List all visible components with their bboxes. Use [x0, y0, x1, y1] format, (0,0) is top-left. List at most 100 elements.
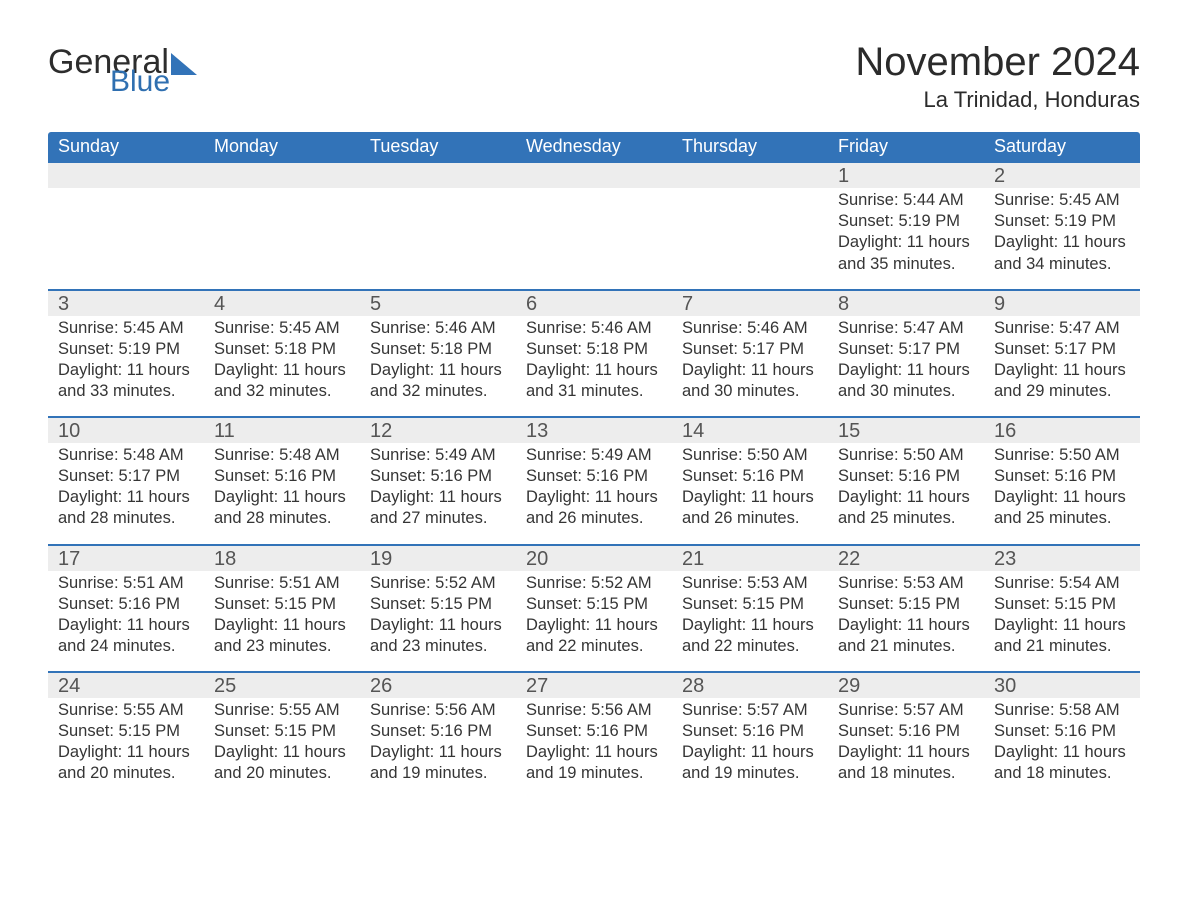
- sunrise-line: Sunrise: 5:54 AM: [994, 573, 1130, 594]
- day-info: Sunrise: 5:55 AMSunset: 5:15 PMDaylight:…: [214, 700, 350, 784]
- sunrise-line: Sunrise: 5:53 AM: [838, 573, 974, 594]
- day-number: 5: [360, 291, 516, 316]
- day-info: Sunrise: 5:46 AMSunset: 5:18 PMDaylight:…: [526, 318, 662, 402]
- day-number: [360, 163, 516, 188]
- day-info: Sunrise: 5:53 AMSunset: 5:15 PMDaylight:…: [682, 573, 818, 657]
- daylight-line: Daylight: 11 hours and 32 minutes.: [370, 360, 506, 402]
- day-number: 6: [516, 291, 672, 316]
- calendar-cell: 28Sunrise: 5:57 AMSunset: 5:16 PMDayligh…: [672, 671, 828, 798]
- calendar-cell: 3Sunrise: 5:45 AMSunset: 5:19 PMDaylight…: [48, 289, 204, 416]
- calendar-cell: 29Sunrise: 5:57 AMSunset: 5:16 PMDayligh…: [828, 671, 984, 798]
- sunset-line: Sunset: 5:16 PM: [526, 721, 662, 742]
- daylight-line: Daylight: 11 hours and 24 minutes.: [58, 615, 194, 657]
- daylight-line: Daylight: 11 hours and 26 minutes.: [682, 487, 818, 529]
- day-info: Sunrise: 5:45 AMSunset: 5:19 PMDaylight:…: [58, 318, 194, 402]
- sunrise-line: Sunrise: 5:56 AM: [370, 700, 506, 721]
- day-info: Sunrise: 5:52 AMSunset: 5:15 PMDaylight:…: [370, 573, 506, 657]
- day-number: 17: [48, 546, 204, 571]
- day-number: 23: [984, 546, 1140, 571]
- sunrise-line: Sunrise: 5:49 AM: [526, 445, 662, 466]
- calendar-week: 24Sunrise: 5:55 AMSunset: 5:15 PMDayligh…: [48, 671, 1140, 798]
- day-info: Sunrise: 5:46 AMSunset: 5:17 PMDaylight:…: [682, 318, 818, 402]
- sunset-line: Sunset: 5:18 PM: [214, 339, 350, 360]
- day-info: Sunrise: 5:45 AMSunset: 5:18 PMDaylight:…: [214, 318, 350, 402]
- day-number: 3: [48, 291, 204, 316]
- sunset-line: Sunset: 5:15 PM: [58, 721, 194, 742]
- day-header: Wednesday: [516, 132, 672, 161]
- sunset-line: Sunset: 5:16 PM: [838, 466, 974, 487]
- day-info: Sunrise: 5:45 AMSunset: 5:19 PMDaylight:…: [994, 190, 1130, 274]
- calendar-cell: 12Sunrise: 5:49 AMSunset: 5:16 PMDayligh…: [360, 416, 516, 543]
- sunrise-line: Sunrise: 5:52 AM: [526, 573, 662, 594]
- sunrise-line: Sunrise: 5:50 AM: [838, 445, 974, 466]
- day-info: Sunrise: 5:50 AMSunset: 5:16 PMDaylight:…: [838, 445, 974, 529]
- daylight-line: Daylight: 11 hours and 23 minutes.: [214, 615, 350, 657]
- daylight-line: Daylight: 11 hours and 19 minutes.: [526, 742, 662, 784]
- daylight-line: Daylight: 11 hours and 22 minutes.: [526, 615, 662, 657]
- sunrise-line: Sunrise: 5:56 AM: [526, 700, 662, 721]
- calendar-cell: 9Sunrise: 5:47 AMSunset: 5:17 PMDaylight…: [984, 289, 1140, 416]
- location-label: La Trinidad, Honduras: [855, 88, 1140, 112]
- sunset-line: Sunset: 5:18 PM: [370, 339, 506, 360]
- calendar-cell: 15Sunrise: 5:50 AMSunset: 5:16 PMDayligh…: [828, 416, 984, 543]
- sunset-line: Sunset: 5:19 PM: [994, 211, 1130, 232]
- sunrise-line: Sunrise: 5:46 AM: [526, 318, 662, 339]
- sunset-line: Sunset: 5:15 PM: [214, 721, 350, 742]
- day-number: 4: [204, 291, 360, 316]
- calendar-cell: 4Sunrise: 5:45 AMSunset: 5:18 PMDaylight…: [204, 289, 360, 416]
- sunrise-line: Sunrise: 5:51 AM: [214, 573, 350, 594]
- sunrise-line: Sunrise: 5:57 AM: [838, 700, 974, 721]
- day-number: 12: [360, 418, 516, 443]
- sunset-line: Sunset: 5:16 PM: [370, 466, 506, 487]
- calendar-cell: 20Sunrise: 5:52 AMSunset: 5:15 PMDayligh…: [516, 544, 672, 671]
- sunset-line: Sunset: 5:16 PM: [682, 466, 818, 487]
- day-number: 18: [204, 546, 360, 571]
- sunset-line: Sunset: 5:16 PM: [58, 594, 194, 615]
- day-info: Sunrise: 5:48 AMSunset: 5:16 PMDaylight:…: [214, 445, 350, 529]
- calendar-cell: 8Sunrise: 5:47 AMSunset: 5:17 PMDaylight…: [828, 289, 984, 416]
- daylight-line: Daylight: 11 hours and 19 minutes.: [682, 742, 818, 784]
- day-header: Monday: [204, 132, 360, 161]
- day-number: 20: [516, 546, 672, 571]
- sunset-line: Sunset: 5:15 PM: [214, 594, 350, 615]
- daylight-line: Daylight: 11 hours and 23 minutes.: [370, 615, 506, 657]
- daylight-line: Daylight: 11 hours and 33 minutes.: [58, 360, 194, 402]
- day-info: Sunrise: 5:44 AMSunset: 5:19 PMDaylight:…: [838, 190, 974, 274]
- day-info: Sunrise: 5:47 AMSunset: 5:17 PMDaylight:…: [994, 318, 1130, 402]
- calendar-cell: 18Sunrise: 5:51 AMSunset: 5:15 PMDayligh…: [204, 544, 360, 671]
- sunset-line: Sunset: 5:15 PM: [370, 594, 506, 615]
- daylight-line: Daylight: 11 hours and 25 minutes.: [994, 487, 1130, 529]
- sunrise-line: Sunrise: 5:46 AM: [682, 318, 818, 339]
- sunset-line: Sunset: 5:16 PM: [682, 721, 818, 742]
- sunset-line: Sunset: 5:17 PM: [838, 339, 974, 360]
- daylight-line: Daylight: 11 hours and 19 minutes.: [370, 742, 506, 784]
- brand-logo: General Blue: [48, 40, 197, 102]
- daylight-line: Daylight: 11 hours and 27 minutes.: [370, 487, 506, 529]
- calendar-cell: 10Sunrise: 5:48 AMSunset: 5:17 PMDayligh…: [48, 416, 204, 543]
- day-number: 30: [984, 673, 1140, 698]
- calendar-cell: 24Sunrise: 5:55 AMSunset: 5:15 PMDayligh…: [48, 671, 204, 798]
- sunrise-line: Sunrise: 5:48 AM: [214, 445, 350, 466]
- sunset-line: Sunset: 5:16 PM: [526, 466, 662, 487]
- sunrise-line: Sunrise: 5:52 AM: [370, 573, 506, 594]
- day-info: Sunrise: 5:49 AMSunset: 5:16 PMDaylight:…: [370, 445, 506, 529]
- calendar-cell: 27Sunrise: 5:56 AMSunset: 5:16 PMDayligh…: [516, 671, 672, 798]
- day-number: 13: [516, 418, 672, 443]
- brand-word-blue: Blue: [110, 69, 259, 95]
- sunset-line: Sunset: 5:16 PM: [214, 466, 350, 487]
- day-info: Sunrise: 5:51 AMSunset: 5:15 PMDaylight:…: [214, 573, 350, 657]
- day-number: 25: [204, 673, 360, 698]
- day-number: [204, 163, 360, 188]
- daylight-line: Daylight: 11 hours and 31 minutes.: [526, 360, 662, 402]
- day-number: 1: [828, 163, 984, 188]
- daylight-line: Daylight: 11 hours and 22 minutes.: [682, 615, 818, 657]
- daylight-line: Daylight: 11 hours and 26 minutes.: [526, 487, 662, 529]
- daylight-line: Daylight: 11 hours and 18 minutes.: [838, 742, 974, 784]
- sunset-line: Sunset: 5:17 PM: [682, 339, 818, 360]
- calendar-cell: 14Sunrise: 5:50 AMSunset: 5:16 PMDayligh…: [672, 416, 828, 543]
- day-info: Sunrise: 5:46 AMSunset: 5:18 PMDaylight:…: [370, 318, 506, 402]
- daylight-line: Daylight: 11 hours and 20 minutes.: [58, 742, 194, 784]
- calendar-cell: [516, 161, 672, 288]
- calendar-cell: 6Sunrise: 5:46 AMSunset: 5:18 PMDaylight…: [516, 289, 672, 416]
- day-number: 29: [828, 673, 984, 698]
